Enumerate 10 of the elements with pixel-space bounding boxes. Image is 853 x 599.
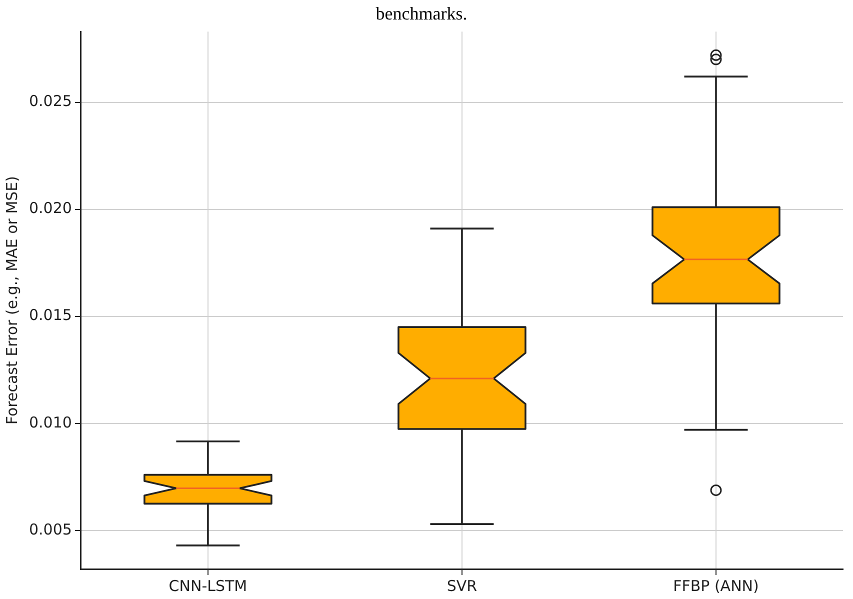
- y-tick-label: 0.005: [28, 520, 72, 538]
- chart-title: benchmarks.: [376, 4, 468, 24]
- x-tick-label: SVR: [446, 576, 478, 595]
- y-axis-title: Forecast Error (e.g., MAE or MSE): [2, 176, 21, 425]
- y-tick-label: 0.025: [28, 92, 72, 110]
- x-tick-label: CNN-LSTM: [168, 576, 248, 595]
- x-tick-label: FFBP (ANN): [673, 576, 759, 595]
- y-tick-label: 0.010: [28, 413, 72, 432]
- y-tick-label: 0.015: [28, 306, 72, 324]
- y-tick-label: 0.020: [28, 199, 72, 218]
